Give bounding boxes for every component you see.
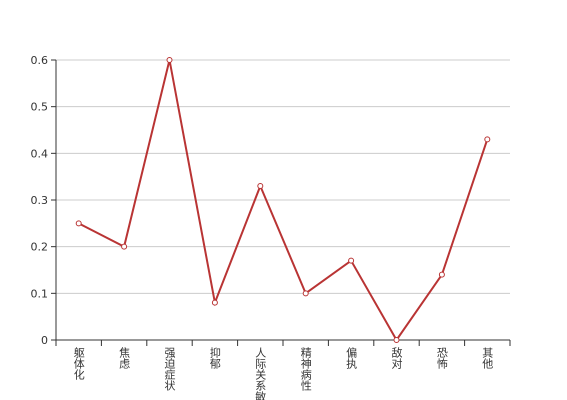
point bbox=[348, 257, 355, 264]
line bbox=[78, 59, 489, 342]
y-tick-label: 0.5 bbox=[31, 101, 49, 114]
y-tick-label: 0.6 bbox=[31, 54, 49, 67]
y-tick-label: 0 bbox=[41, 334, 48, 347]
point bbox=[484, 136, 491, 143]
y-tick-label: 0.1 bbox=[31, 287, 49, 300]
point bbox=[75, 220, 82, 227]
x-tick-label: 精神病性 bbox=[299, 347, 312, 392]
point bbox=[211, 299, 218, 306]
x-tick-label: 其他 bbox=[481, 347, 494, 369]
x-tick-label: 躯体化 bbox=[72, 347, 85, 381]
x-tick-label: 人际关系敏感 bbox=[254, 347, 267, 400]
x-tick-label: 偏执 bbox=[345, 346, 358, 370]
point bbox=[393, 337, 400, 343]
point bbox=[302, 290, 309, 297]
x-tick-label: 恐怖 bbox=[435, 347, 448, 369]
point bbox=[257, 183, 264, 189]
y-tick-label: 0.4 bbox=[31, 147, 49, 160]
y-tick-label: 0.3 bbox=[31, 194, 49, 207]
x-tick-label: 强迫症状 bbox=[163, 347, 176, 391]
y-tick-label: 0.2 bbox=[31, 241, 49, 254]
point bbox=[166, 57, 173, 63]
x-tick-label: 焦虑 bbox=[118, 347, 131, 369]
x-tick-label: 敌对 bbox=[390, 346, 403, 369]
point bbox=[121, 243, 128, 250]
x-tick-label: 抑郁 bbox=[208, 346, 221, 369]
point bbox=[438, 271, 445, 278]
